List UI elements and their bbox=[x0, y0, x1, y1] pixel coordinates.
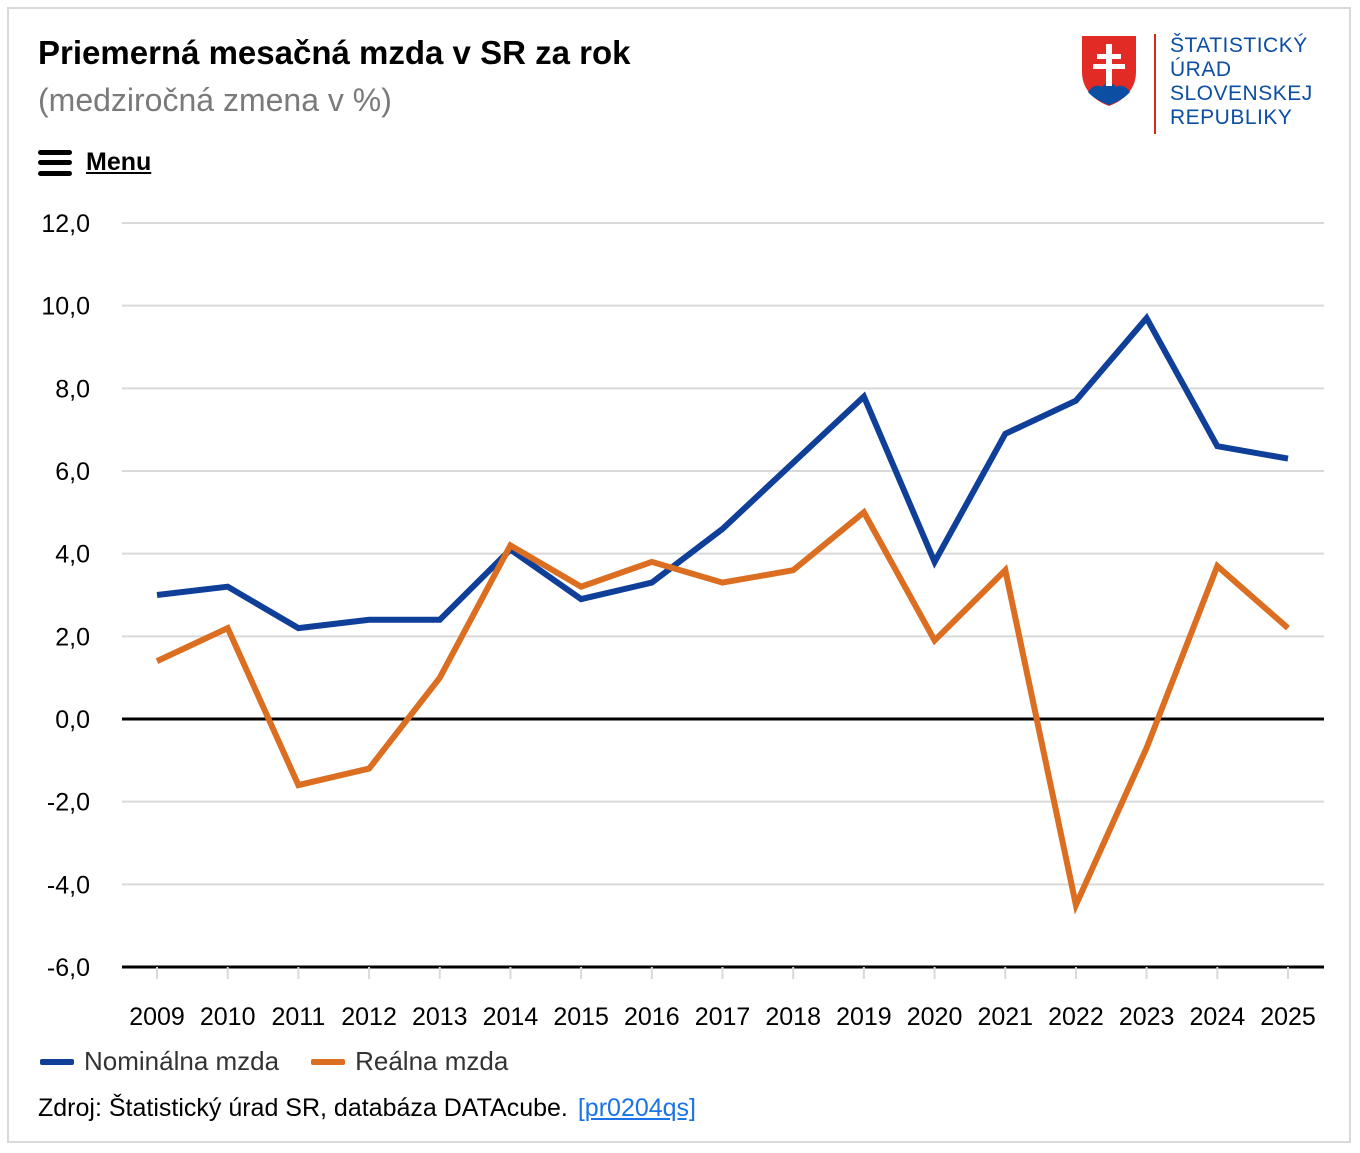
data-point bbox=[155, 593, 159, 597]
y-tick-label: -4,0 bbox=[47, 871, 90, 899]
data-point bbox=[1215, 444, 1219, 448]
grid-lines bbox=[122, 222, 1324, 969]
x-tick-label: 2022 bbox=[1048, 1003, 1104, 1031]
data-point bbox=[1003, 568, 1007, 572]
data-point bbox=[367, 767, 371, 771]
x-tick-label: 2013 bbox=[412, 1003, 468, 1031]
series-line-nominal bbox=[156, 312, 1289, 632]
logo-line: ÚRAD bbox=[1170, 58, 1232, 81]
hamburger-menu-icon bbox=[38, 149, 72, 176]
y-tick-label: -2,0 bbox=[47, 789, 90, 817]
x-tick-label: 2018 bbox=[765, 1003, 821, 1031]
logo-line: REPUBLIKY bbox=[1170, 106, 1293, 129]
x-tick-label: 2010 bbox=[200, 1003, 256, 1031]
data-point bbox=[1215, 564, 1219, 568]
data-point bbox=[226, 585, 230, 589]
data-point bbox=[933, 560, 937, 564]
y-tick-label: 12,0 bbox=[41, 210, 90, 238]
slovak-coat-of-arms-icon bbox=[1082, 36, 1136, 106]
chart-title: Priemerná mesačná mzda v SR za rok bbox=[38, 34, 631, 71]
legend-swatch-real bbox=[311, 1058, 346, 1065]
data-point bbox=[721, 527, 725, 531]
data-point bbox=[296, 626, 300, 630]
x-tick-label: 2024 bbox=[1190, 1003, 1246, 1031]
data-point bbox=[155, 659, 159, 663]
logo-text: ŠTATISTICKÝ ÚRAD SLOVENSKEJ REPUBLIKY bbox=[1170, 34, 1313, 134]
data-point bbox=[1286, 457, 1290, 461]
chart-frame bbox=[7, 7, 1351, 1143]
y-tick-label: 0,0 bbox=[55, 706, 90, 734]
y-axis-ticks: 12,0 10,0 8,0 6,0 4,0 2,0 0,0 -2,0 -4,0 -6,0 bbox=[41, 210, 90, 982]
x-tick-label: 2021 bbox=[977, 1003, 1033, 1031]
logo: ŠTATISTICKÝ ÚRAD SLOVENSKEJ REPUBLIKY bbox=[1080, 34, 1313, 134]
data-point bbox=[508, 543, 512, 547]
y-tick-label: 10,0 bbox=[41, 293, 90, 321]
logo-line: ŠTATISTICKÝ bbox=[1170, 34, 1308, 57]
source-text: Zdroj: Štatistický úrad SR, databáza DAT… bbox=[38, 1094, 568, 1122]
logo-line: SLOVENSKEJ bbox=[1170, 82, 1313, 105]
series-lines bbox=[155, 312, 1290, 915]
data-point bbox=[579, 585, 583, 589]
x-tick-label: 2009 bbox=[129, 1003, 185, 1031]
data-point bbox=[438, 618, 442, 622]
chart-subtitle: (medziročná zmena v %) bbox=[38, 82, 392, 118]
data-point bbox=[1286, 626, 1290, 630]
x-tick-label: 2023 bbox=[1119, 1003, 1175, 1031]
legend-item-nominal[interactable]: Nominálna mzda bbox=[40, 1046, 279, 1077]
legend-label-nominal: Nominálna mzda bbox=[84, 1046, 280, 1076]
legend-swatch-nominal bbox=[40, 1058, 74, 1065]
x-tick-label: 2025 bbox=[1260, 1003, 1316, 1031]
legend: Nominálna mzda Reálna mzda bbox=[40, 1046, 540, 1077]
data-point bbox=[1074, 399, 1078, 403]
data-point bbox=[579, 597, 583, 601]
x-tick-label: 2020 bbox=[907, 1003, 963, 1031]
menu-label: Menu bbox=[86, 148, 152, 176]
legend-item-real[interactable]: Reálna mzda bbox=[311, 1046, 508, 1077]
data-point bbox=[1074, 903, 1078, 907]
data-point bbox=[367, 618, 371, 622]
data-point bbox=[933, 638, 937, 642]
y-tick-label: 4,0 bbox=[55, 541, 90, 569]
y-tick-label: 6,0 bbox=[55, 458, 90, 486]
y-tick-label: 2,0 bbox=[55, 623, 90, 651]
data-point bbox=[650, 560, 654, 564]
data-point bbox=[1145, 316, 1149, 320]
data-point bbox=[721, 581, 725, 585]
data-point bbox=[862, 510, 866, 514]
data-point bbox=[791, 568, 795, 572]
x-axis-ticks: 2009 2010 2011 2012 2013 2014 2015 2016 2017 2018… bbox=[129, 967, 1316, 1031]
logo-divider bbox=[1154, 34, 1156, 134]
source-note: Zdroj: Štatistický úrad SR, databáza DAT… bbox=[38, 1094, 696, 1123]
source-link[interactable]: [pr0204qs] bbox=[577, 1094, 696, 1122]
x-tick-label: 2019 bbox=[836, 1003, 892, 1031]
data-point bbox=[438, 676, 442, 680]
y-tick-label: 8,0 bbox=[55, 375, 90, 403]
data-point bbox=[791, 461, 795, 465]
x-tick-label: 2016 bbox=[624, 1003, 680, 1031]
x-tick-label: 2011 bbox=[271, 1003, 325, 1031]
y-tick-label: -6,0 bbox=[47, 954, 90, 982]
x-tick-label: 2014 bbox=[483, 1003, 539, 1031]
menu-button[interactable]: Menu bbox=[38, 148, 151, 177]
data-point bbox=[862, 395, 866, 399]
data-point bbox=[650, 581, 654, 585]
data-point bbox=[226, 626, 230, 630]
data-point bbox=[1145, 746, 1149, 750]
data-point bbox=[296, 783, 300, 787]
x-tick-label: 2012 bbox=[341, 1003, 397, 1031]
legend-label-real: Reálna mzda bbox=[355, 1046, 509, 1076]
x-tick-label: 2017 bbox=[695, 1003, 751, 1031]
series-line-real bbox=[155, 507, 1290, 915]
x-tick-label: 2015 bbox=[553, 1003, 609, 1031]
data-point bbox=[1003, 432, 1007, 436]
